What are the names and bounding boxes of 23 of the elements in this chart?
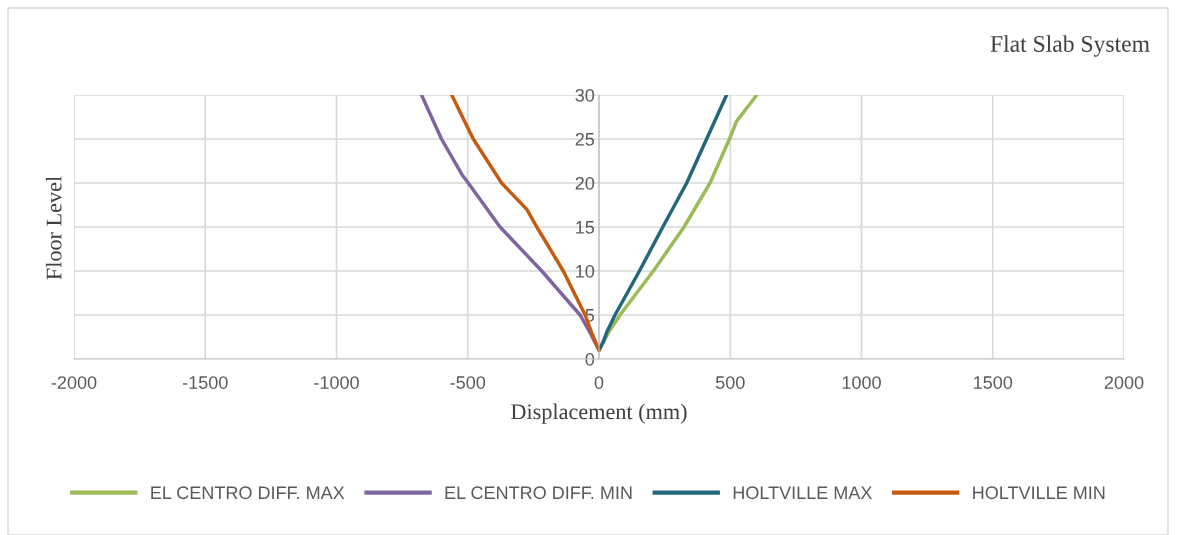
y-axis-title: Floor Level [45,176,62,280]
y-tick-label: 10 [576,264,595,278]
y-tick-label: 0 [585,352,595,366]
y-tick-label: 25 [575,132,595,146]
x-tick-label: 500 [715,376,745,389]
legend-label: HOLTVILLE MIN [973,486,1105,500]
legend-label: HOLTVILLE MAX [733,486,873,500]
chart-title: Flat Slab System [990,35,1150,57]
x-tick-label: 1500 [974,376,1013,389]
x-tick-label: 2000 [1104,376,1144,389]
line-series [597,95,729,352]
x-tick-label: -500 [450,376,486,389]
x-tick-label: -2000 [51,376,97,389]
y-tick-label: 15 [576,221,595,234]
y-tick-label: 30 [575,88,595,102]
y-tick-label: 20 [575,176,595,190]
x-tick-label: -1500 [182,376,228,389]
x-tick-label: 1000 [842,376,881,389]
x-tick-label: -1000 [314,376,359,389]
legend-label: EL CENTRO DIFF. MAX [151,486,345,500]
legend-label: EL CENTRO DIFF. MIN [445,486,632,500]
x-tick-label: 0 [594,376,604,389]
x-axis-title: Displacement (mm) [511,403,687,424]
